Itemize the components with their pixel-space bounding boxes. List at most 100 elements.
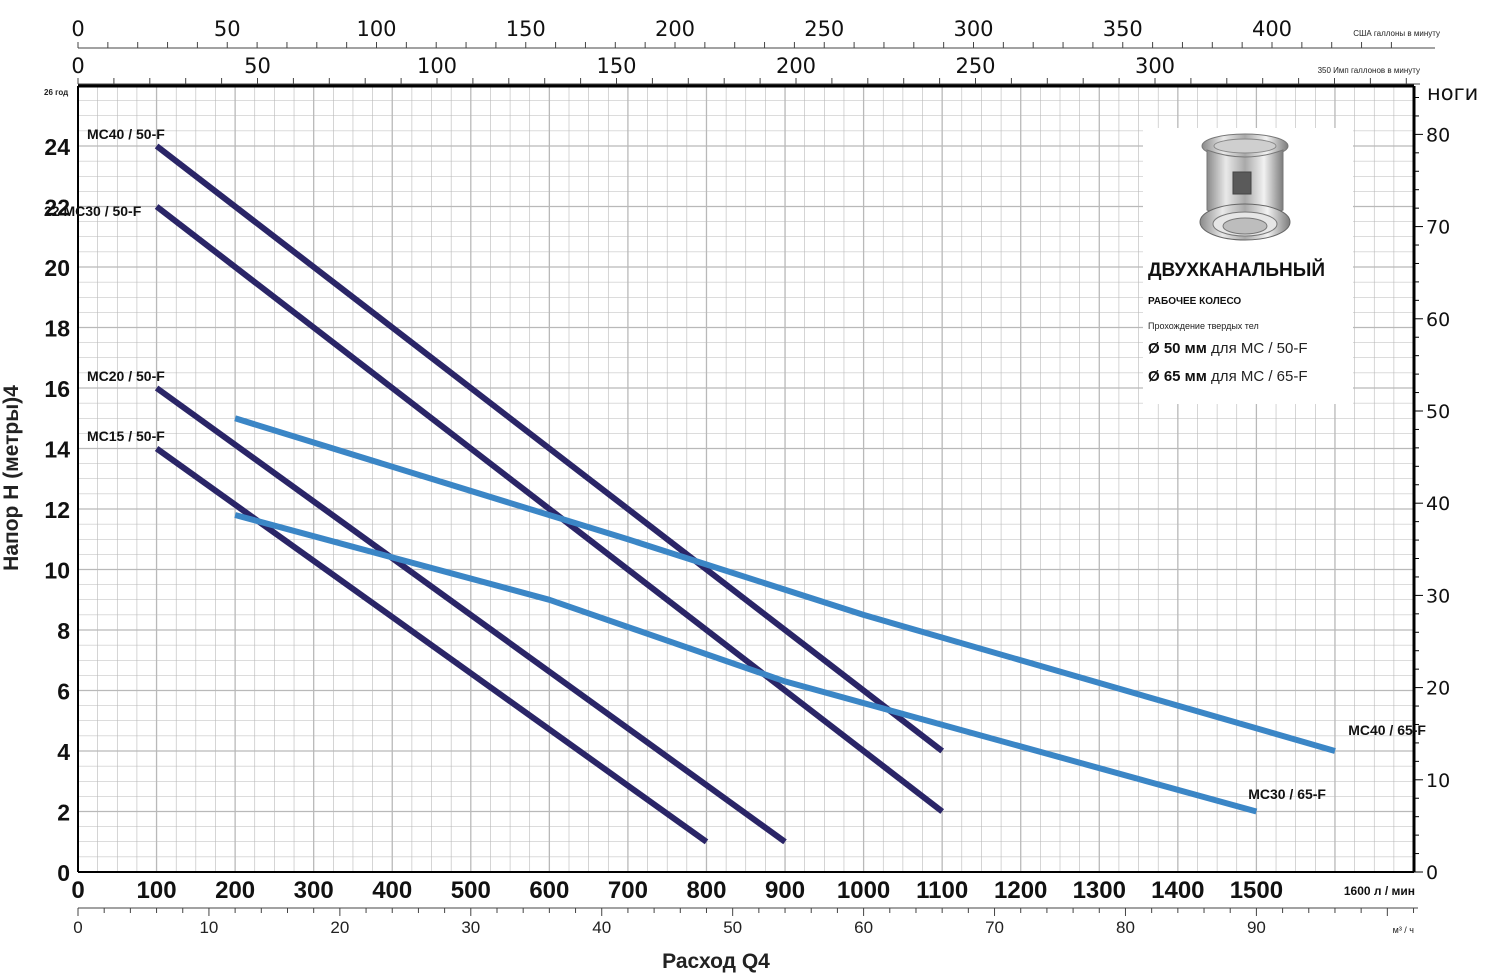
lpm-tick-label: 900 (765, 877, 805, 904)
y-tick-label: 6 (57, 679, 70, 705)
feet-tick-label: 30 (1426, 585, 1450, 607)
plot-frame (77, 84, 1416, 873)
info-line-65-bold: Ø 65 мм (1148, 368, 1207, 385)
lpm-tick-label: 0 (71, 877, 84, 904)
info-line-50: Ø 50 мм для МС / 50-F (1148, 340, 1308, 357)
bottom-axes: 0 100 200 300 400 500 600 700 800 900 1000 1100 1200… (71, 877, 1418, 937)
us-gpm-tick-label: 350 (1103, 17, 1143, 41)
imp-gpm-tick-label: 150 (596, 54, 636, 78)
y-tick-label: 20 (44, 255, 70, 281)
y-tick-label: 12 (44, 497, 70, 523)
lpm-tick-label: 300 (294, 877, 334, 904)
y-tick-label: 14 (44, 437, 70, 463)
feet-tick-label: 0 (1426, 862, 1438, 884)
imp-gpm-tick-label: 250 (955, 54, 995, 78)
y-tick-label: 18 (44, 316, 70, 342)
m3h-tick-label: 20 (330, 918, 349, 937)
left-axis-top-label: 26 год (44, 88, 68, 97)
us-gpm-unit-label: США галлоны в минуту (1353, 29, 1440, 38)
m3h-tick-label: 80 (1116, 918, 1135, 937)
x-axis-title: Расход Q4 (662, 950, 770, 973)
us-gpm-tick-label: 300 (953, 17, 993, 41)
top-axes: 0 50 100 150 200 250 300 350 400 0 50 100 150 200 250 3… (71, 17, 1435, 85)
lpm-tick-label: 700 (608, 877, 648, 904)
curve-label-1: 22 MC30 / 50-F (44, 203, 142, 219)
series-line-mc20-50-f (154, 385, 787, 845)
y-tick-label: 22 (44, 195, 70, 221)
lpm-tick-label: 400 (372, 877, 412, 904)
us-gpm-tick-label: 200 (655, 17, 695, 41)
series-line-mc15-50-f (154, 446, 709, 845)
curve-label-0: MC40 / 50-F (87, 126, 165, 142)
series-line-mc30-50-f (154, 204, 945, 814)
m3h-tick-label: 50 (723, 918, 742, 937)
curve-labels: MC40 / 50-F 22 MC30 / 50-F MC20 / 50-F MC15… (44, 126, 1426, 802)
right-axis-title: ноги (1427, 81, 1478, 105)
y-tick-label: 2 (57, 800, 70, 826)
lpm-tick-label: 1100 (916, 877, 968, 904)
lpm-tick-label: 1000 (837, 877, 890, 904)
y-tick-label: 24 (44, 134, 70, 160)
imp-gpm-tick-label: 200 (776, 54, 816, 78)
info-line-50-rest: для МС / 50-F (1206, 340, 1308, 357)
series-line-mc40-50-f (154, 143, 945, 754)
y-tick-label: 8 (57, 618, 70, 644)
lpm-tick-label: 1400 (1151, 877, 1204, 904)
lpm-tick-label: 600 (529, 877, 569, 904)
y-tick-label: 16 (44, 376, 70, 402)
lpm-tick-label: 1200 (994, 877, 1047, 904)
y-axis-title: Напор Н (метры)4 (0, 385, 23, 571)
curve-label-4: MC40 / 65-F (1348, 722, 1426, 738)
lpm-tick-label: 200 (215, 877, 255, 904)
series-line-mc40-65-f (234, 415, 1336, 754)
lpm-tick-label: 100 (137, 877, 177, 904)
feet-tick-label: 50 (1426, 401, 1450, 423)
info-line-65-rest: для МС / 65-F (1206, 368, 1308, 385)
m3h-tick-label: 90 (1247, 918, 1266, 937)
lpm-tick-label: 500 (451, 877, 491, 904)
impeller-image (1199, 133, 1291, 241)
y-tick-label: 10 (44, 558, 70, 584)
m3h-tick-label: 40 (592, 918, 611, 937)
m3h-tick-label: 10 (199, 918, 218, 937)
imp-gpm-tick-label: 300 (1135, 54, 1175, 78)
series-line-mc30-65-f (234, 512, 1258, 815)
info-line-65: Ø 65 мм для МС / 65-F (1148, 368, 1308, 385)
curve-label-5: MC30 / 65-F (1248, 786, 1326, 802)
feet-tick-label: 80 (1426, 124, 1450, 146)
m3h-tick-label: 0 (73, 918, 82, 937)
info-line-50-bold: Ø 50 мм (1148, 340, 1207, 357)
imp-gpm-tick-label: 100 (417, 54, 457, 78)
m3h-unit-label: м³ / ч (1393, 925, 1415, 935)
lpm-tick-label: 800 (686, 877, 726, 904)
series-lines (154, 143, 1336, 845)
right-axis: 0 10 20 30 40 50 60 70 80 (1414, 97, 1450, 884)
m3h-tick-label: 30 (461, 918, 480, 937)
feet-tick-label: 20 (1426, 678, 1450, 700)
imp-gpm-tick-label: 0 (71, 54, 84, 78)
info-subtitle: РАБОЧЕЕ КОЛЕСО (1148, 296, 1242, 307)
y-tick-label: 4 (57, 739, 70, 765)
lpm-tick-label: 1500 (1230, 877, 1283, 904)
us-gpm-tick-label: 150 (506, 17, 546, 41)
impeller-info-box: ДВУХКАНАЛЬНЫЙ РАБОЧЕЕ КОЛЕСО Прохождение… (1143, 128, 1353, 404)
curve-label-2: MC20 / 50-F (87, 368, 165, 384)
m3h-tick-label: 70 (985, 918, 1004, 937)
imp-gpm-unit-label: 350 Имп галлонов в минуту (1318, 66, 1420, 75)
info-title: ДВУХКАНАЛЬНЫЙ (1148, 260, 1325, 281)
info-note: Прохождение твердых тел (1148, 321, 1259, 331)
m3h-tick-label: 60 (854, 918, 873, 937)
feet-tick-label: 70 (1426, 217, 1450, 239)
feet-tick-label: 60 (1426, 309, 1450, 331)
curve-label-3: MC15 / 50-F (87, 428, 165, 444)
y-tick-label: 0 (57, 860, 70, 886)
us-gpm-tick-label: 250 (804, 17, 844, 41)
imp-gpm-tick-label: 50 (244, 54, 271, 78)
us-gpm-tick-label: 400 (1252, 17, 1292, 41)
us-gpm-tick-label: 0 (71, 17, 84, 41)
lpm-unit-label: 1600 л / мин (1344, 884, 1415, 898)
us-gpm-tick-label: 100 (356, 17, 396, 41)
feet-tick-label: 10 (1426, 770, 1450, 792)
